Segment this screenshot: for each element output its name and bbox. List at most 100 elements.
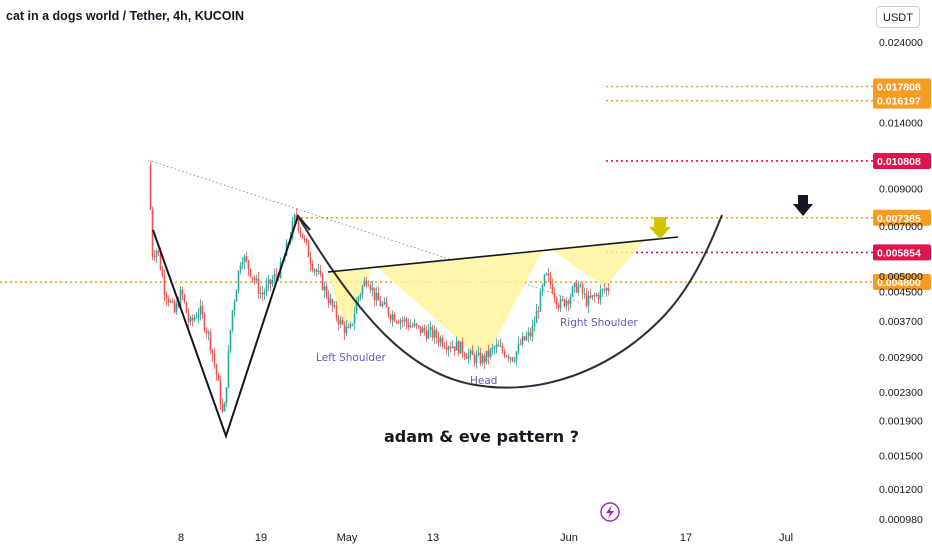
candle-body — [295, 214, 298, 220]
candle-body — [487, 350, 490, 358]
candle-body — [419, 326, 422, 334]
price-tick-label: 0.014000 — [879, 117, 923, 129]
candle-body — [433, 330, 436, 338]
candle-body — [509, 357, 512, 359]
time-tick-label: 19 — [255, 532, 267, 544]
candle-body — [305, 238, 308, 243]
candle-body — [449, 346, 452, 348]
candle-body — [201, 305, 204, 315]
candle-body — [313, 269, 316, 271]
price-level-tag-label: 0.004800 — [877, 277, 921, 289]
candle-body — [421, 327, 424, 334]
candle-body — [547, 273, 550, 277]
candle-body — [243, 256, 246, 263]
price-level-tag-label: 0.005854 — [877, 247, 921, 259]
candle-body — [327, 296, 330, 304]
neckline — [327, 236, 679, 273]
candle-body — [269, 279, 272, 285]
candle-body — [429, 327, 432, 330]
right-shoulder-label: Right Shoulder — [560, 317, 638, 329]
candle-body — [399, 320, 402, 324]
candle-body — [199, 305, 202, 314]
candle-body — [377, 292, 380, 301]
candle-body — [215, 364, 218, 375]
candle-body — [453, 346, 456, 351]
price-level-tag — [873, 209, 931, 226]
candle-body — [247, 260, 250, 270]
adam-v-line — [152, 213, 311, 440]
candle-body — [235, 290, 238, 302]
price-level-tag-label: 0.016197 — [877, 96, 921, 108]
candle-body — [507, 356, 510, 359]
candle-body — [535, 311, 538, 324]
candle-body — [551, 284, 554, 294]
price-tick-label: 0.001500 — [879, 451, 923, 463]
candle-body — [503, 351, 506, 357]
price-tick-label: 0.000980 — [879, 514, 923, 526]
lightning-icon — [606, 505, 614, 519]
candle-body — [387, 307, 390, 316]
candle-body — [431, 327, 434, 338]
candle-body — [357, 296, 360, 302]
candle-body — [297, 219, 300, 231]
candle-body — [607, 288, 610, 292]
candle-body — [193, 317, 196, 321]
candle-body — [485, 350, 488, 363]
price-level-tag — [873, 152, 931, 169]
head-label: Head — [470, 375, 497, 387]
currency-selector[interactable]: USDT — [876, 6, 920, 28]
price-tick-label: 0.001200 — [879, 484, 923, 496]
candle-body — [427, 329, 430, 339]
candle-body — [211, 349, 214, 355]
candle-body — [159, 252, 162, 270]
candle-body — [527, 332, 530, 337]
pattern-highlights — [328, 241, 644, 362]
candle-body — [565, 300, 568, 307]
candle-body — [475, 354, 478, 363]
candle-body — [325, 286, 328, 297]
candle-body — [595, 294, 598, 297]
candle-body — [253, 277, 256, 281]
candle-body — [383, 301, 386, 304]
candle-body — [445, 347, 448, 350]
candle-body — [179, 289, 182, 307]
candle-body — [165, 294, 168, 299]
candle-body — [461, 341, 464, 354]
candle-body — [371, 287, 374, 291]
price-level-tag — [873, 244, 931, 261]
time-axis: 8 19 May 13 Jun 17 Jul — [178, 532, 793, 544]
candle-body — [563, 299, 566, 307]
target-arrow-icon — [649, 217, 671, 239]
candle-body — [385, 301, 388, 308]
candle-body — [239, 265, 242, 272]
candle-body — [605, 288, 608, 291]
candle-body — [361, 286, 364, 295]
candle-body — [315, 269, 318, 272]
candle-body — [599, 290, 602, 300]
candle-body — [293, 214, 296, 222]
candle-body — [493, 347, 496, 349]
pattern-note: adam & eve pattern ? — [384, 427, 579, 446]
candle-body — [375, 292, 378, 301]
candle-body — [477, 352, 480, 355]
candle-body — [251, 276, 254, 278]
price-level-tag-label: 0.010808 — [877, 156, 921, 168]
candle-body — [291, 221, 294, 238]
candle-body — [353, 313, 356, 324]
candle-body — [217, 374, 220, 381]
candle-body — [553, 293, 556, 298]
candle-body — [163, 276, 166, 295]
candle-body — [397, 321, 400, 324]
candle-body — [407, 323, 410, 328]
candle-body — [511, 357, 514, 361]
candle-body — [541, 285, 544, 292]
candle-body — [231, 310, 234, 330]
candle-body — [505, 356, 508, 358]
candle-body — [603, 289, 606, 291]
candle-body — [567, 300, 570, 304]
candle-body — [175, 303, 178, 313]
candle-body — [455, 341, 458, 351]
candle-body — [381, 303, 384, 307]
candle-body — [337, 317, 340, 325]
